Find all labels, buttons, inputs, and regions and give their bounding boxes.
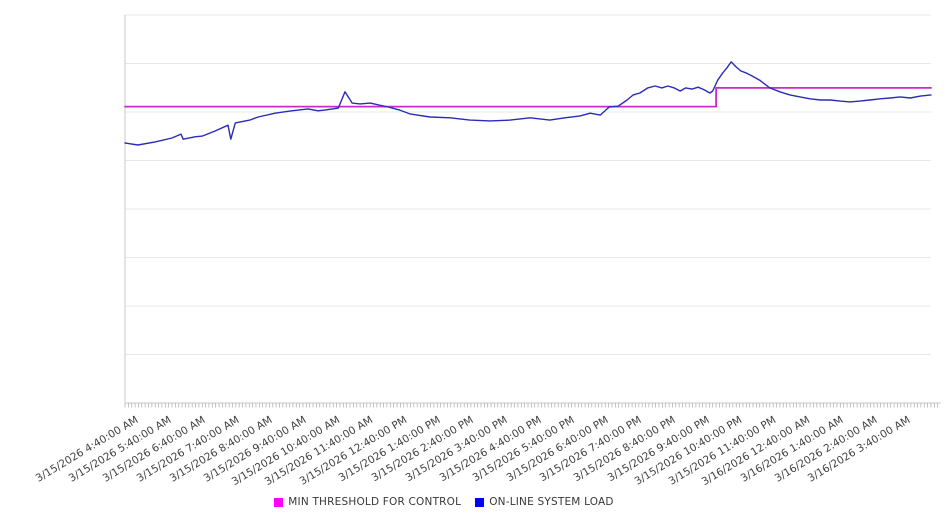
x-axis-label: 3/16/2026 12:40:00 AM — [699, 414, 812, 489]
x-axis-label: 3/15/2026 5:40:00 PM — [470, 414, 577, 485]
x-axis-label: 3/15/2026 10:40:00 AM — [229, 414, 342, 489]
x-axis-label: 3/15/2026 7:40:00 PM — [537, 414, 644, 485]
x-axis-label: 3/15/2026 4:40:00 AM — [33, 414, 141, 485]
threshold-line — [124, 87, 932, 108]
x-axis-label: 3/15/2026 2:40:00 PM — [370, 414, 477, 485]
x-axis-label: 3/15/2026 8:40:00 AM — [167, 414, 275, 485]
x-axis-label: 3/15/2026 4:40:00 PM — [437, 414, 544, 485]
legend-label-min-threshold: MIN THRESHOLD FOR CONTROL — [288, 496, 462, 508]
x-axis-label: 3/15/2026 9:40:00 AM — [201, 414, 309, 485]
x-axis-label: 3/15/2026 11:40:00 PM — [666, 414, 779, 488]
x-axis-label: 3/15/2026 3:40:00 PM — [403, 414, 510, 485]
x-axis-label: 3/15/2026 1:40:00 PM — [336, 414, 443, 485]
legend-item-system-load[interactable]: ON-LINE SYSTEM LOAD — [475, 496, 614, 508]
x-axis-label: 3/16/2026 1:40:00 AM — [738, 414, 846, 485]
x-axis-label: 3/15/2026 7:40:00 AM — [134, 414, 241, 485]
x-axis-label: 3/16/2026 2:40:00 AM — [772, 414, 880, 485]
x-axis-label: 3/15/2026 6:40:00 PM — [504, 414, 611, 485]
x-axis-label: 3/15/2026 10:40:00 PM — [633, 414, 745, 488]
load-line — [124, 61, 932, 146]
legend: MIN THRESHOLD FOR CONTROL ON-LINE SYSTEM… — [0, 496, 946, 508]
legend-swatch — [274, 497, 284, 507]
x-axis-label: 3/15/2026 8:40:00 PM — [571, 414, 678, 485]
x-axis-label: 3/15/2026 11:40:00 AM — [262, 414, 376, 489]
x-axis-label: 3/16/2026 3:40:00 AM — [805, 414, 913, 485]
legend-label-system-load: ON-LINE SYSTEM LOAD — [489, 496, 614, 508]
chart-plot — [124, 14, 941, 408]
x-axis-label: 3/15/2026 5:40:00 AM — [67, 414, 174, 485]
x-axis-label: 3/15/2026 6:40:00 AM — [100, 414, 208, 485]
x-axis-label: 3/15/2026 9:40:00 PM — [605, 414, 712, 485]
legend-swatch — [475, 497, 485, 507]
legend-item-min-threshold[interactable]: MIN THRESHOLD FOR CONTROL — [274, 496, 461, 508]
x-axis-label: 3/15/2026 12:40:00 PM — [297, 414, 409, 488]
